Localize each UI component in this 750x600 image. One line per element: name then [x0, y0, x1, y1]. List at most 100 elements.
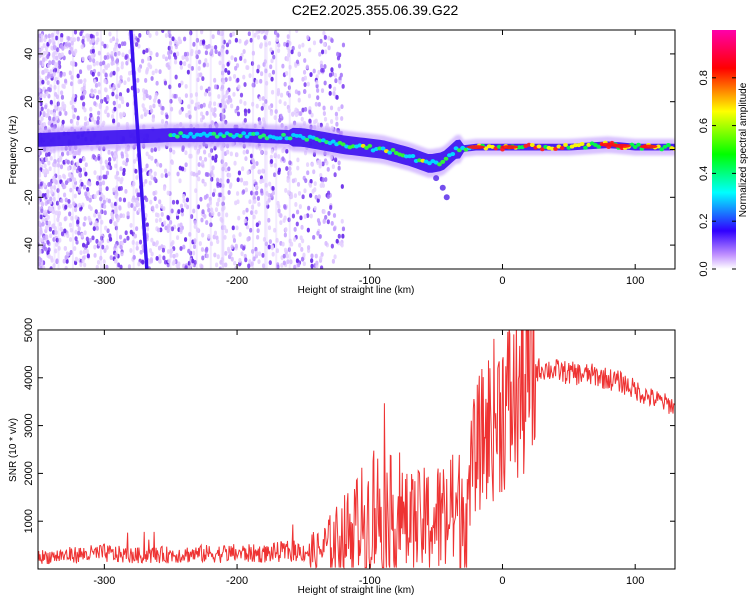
noise-speck: [201, 232, 205, 238]
noise-speck: [181, 147, 185, 152]
noise-speck: [333, 172, 337, 178]
noise-speck: [257, 259, 261, 265]
noise-speck: [287, 217, 291, 223]
noise-speck: [42, 182, 47, 188]
noise-speck: [151, 205, 155, 211]
noise-speck: [247, 108, 251, 114]
noise-speck: [255, 222, 259, 228]
noise-speck: [124, 149, 128, 155]
noise-speck: [296, 181, 301, 187]
noise-speck: [269, 64, 273, 70]
noise-speck: [301, 194, 305, 200]
noise-speck: [106, 112, 110, 118]
noise-speck: [298, 204, 302, 209]
noise-speck: [245, 65, 249, 70]
noise-speck: [91, 153, 96, 159]
noise-speck: [123, 41, 127, 47]
ridge-blob: [387, 150, 393, 155]
noise-speck: [269, 47, 273, 53]
noise-speck: [332, 226, 337, 232]
noise-speck: [251, 50, 255, 56]
noise-speck: [220, 146, 224, 152]
noise-speck: [145, 222, 149, 228]
ridge-blob: [443, 156, 449, 161]
noise-speck: [80, 44, 84, 50]
noise-speck: [97, 89, 101, 95]
noise-speck: [238, 258, 242, 263]
noise-speck: [203, 156, 208, 162]
noise-speck: [225, 89, 229, 95]
noise-speck: [66, 251, 70, 257]
noise-speck: [96, 37, 100, 43]
noise-speck: [153, 147, 157, 152]
noise-speck: [248, 199, 252, 205]
noise-speck: [54, 179, 58, 185]
noise-speck: [287, 52, 291, 58]
noise-speck: [253, 199, 257, 204]
noise-speck: [135, 245, 139, 251]
noise-speck: [324, 241, 328, 246]
noise-speck: [108, 157, 112, 162]
noise-speck: [77, 230, 81, 236]
heatmap-marks: [38, 30, 675, 269]
noise-speck: [213, 77, 217, 83]
noise-speck: [226, 61, 230, 67]
noise-speck: [167, 30, 171, 35]
noise-speck: [44, 225, 49, 231]
noise-speck: [294, 112, 299, 118]
noise-speck: [210, 49, 214, 54]
noise-speck: [308, 47, 312, 53]
noise-speck: [312, 169, 316, 175]
noise-speck: [215, 262, 219, 268]
noise-speck: [93, 88, 97, 94]
noise-speck: [164, 56, 169, 62]
noise-speck: [245, 207, 249, 213]
noise-speck: [40, 208, 44, 214]
noise-speck: [56, 101, 60, 107]
noise-speck: [270, 245, 274, 251]
noise-speck: [208, 196, 212, 202]
ridge-blob: [579, 141, 585, 146]
noise-speck: [300, 224, 304, 230]
noise-speck: [172, 253, 176, 259]
ridge-blob: [453, 146, 459, 151]
noise-speck: [93, 253, 97, 258]
noise-speck: [194, 50, 199, 55]
noise-speck: [192, 208, 196, 214]
noise-speck: [208, 212, 212, 218]
noise-speck: [310, 263, 314, 269]
noise-speck: [49, 196, 53, 202]
noise-speck: [60, 37, 64, 43]
noise-speck: [260, 71, 264, 77]
noise-speck: [38, 81, 41, 87]
noise-speck: [290, 241, 294, 247]
noise-speck: [125, 157, 129, 163]
noise-speck: [97, 50, 102, 56]
noise-speck: [103, 248, 107, 253]
ridge-blob: [364, 145, 369, 150]
noise-speck: [299, 111, 303, 117]
ridge-tail: [443, 194, 450, 201]
noise-speck: [145, 163, 149, 169]
noise-speck: [48, 116, 52, 121]
noise-speck: [69, 36, 73, 42]
noise-speck: [126, 211, 130, 217]
noise-speck: [120, 64, 124, 70]
noise-speck: [90, 53, 95, 59]
noise-speck: [83, 262, 87, 268]
noise-speck: [303, 82, 307, 87]
noise-speck: [90, 91, 94, 97]
noise-speck: [326, 194, 330, 200]
noise-speck: [192, 171, 196, 177]
noise-speck: [300, 247, 304, 252]
noise-speck: [241, 166, 245, 172]
noise-speck: [160, 173, 164, 178]
noise-speck: [74, 229, 78, 235]
noise-speck: [268, 181, 272, 187]
noise-speck: [306, 213, 310, 219]
noise-speck: [40, 106, 44, 112]
noise-speck: [335, 116, 339, 121]
noise-speck: [101, 180, 106, 186]
noise-speck: [250, 61, 255, 66]
